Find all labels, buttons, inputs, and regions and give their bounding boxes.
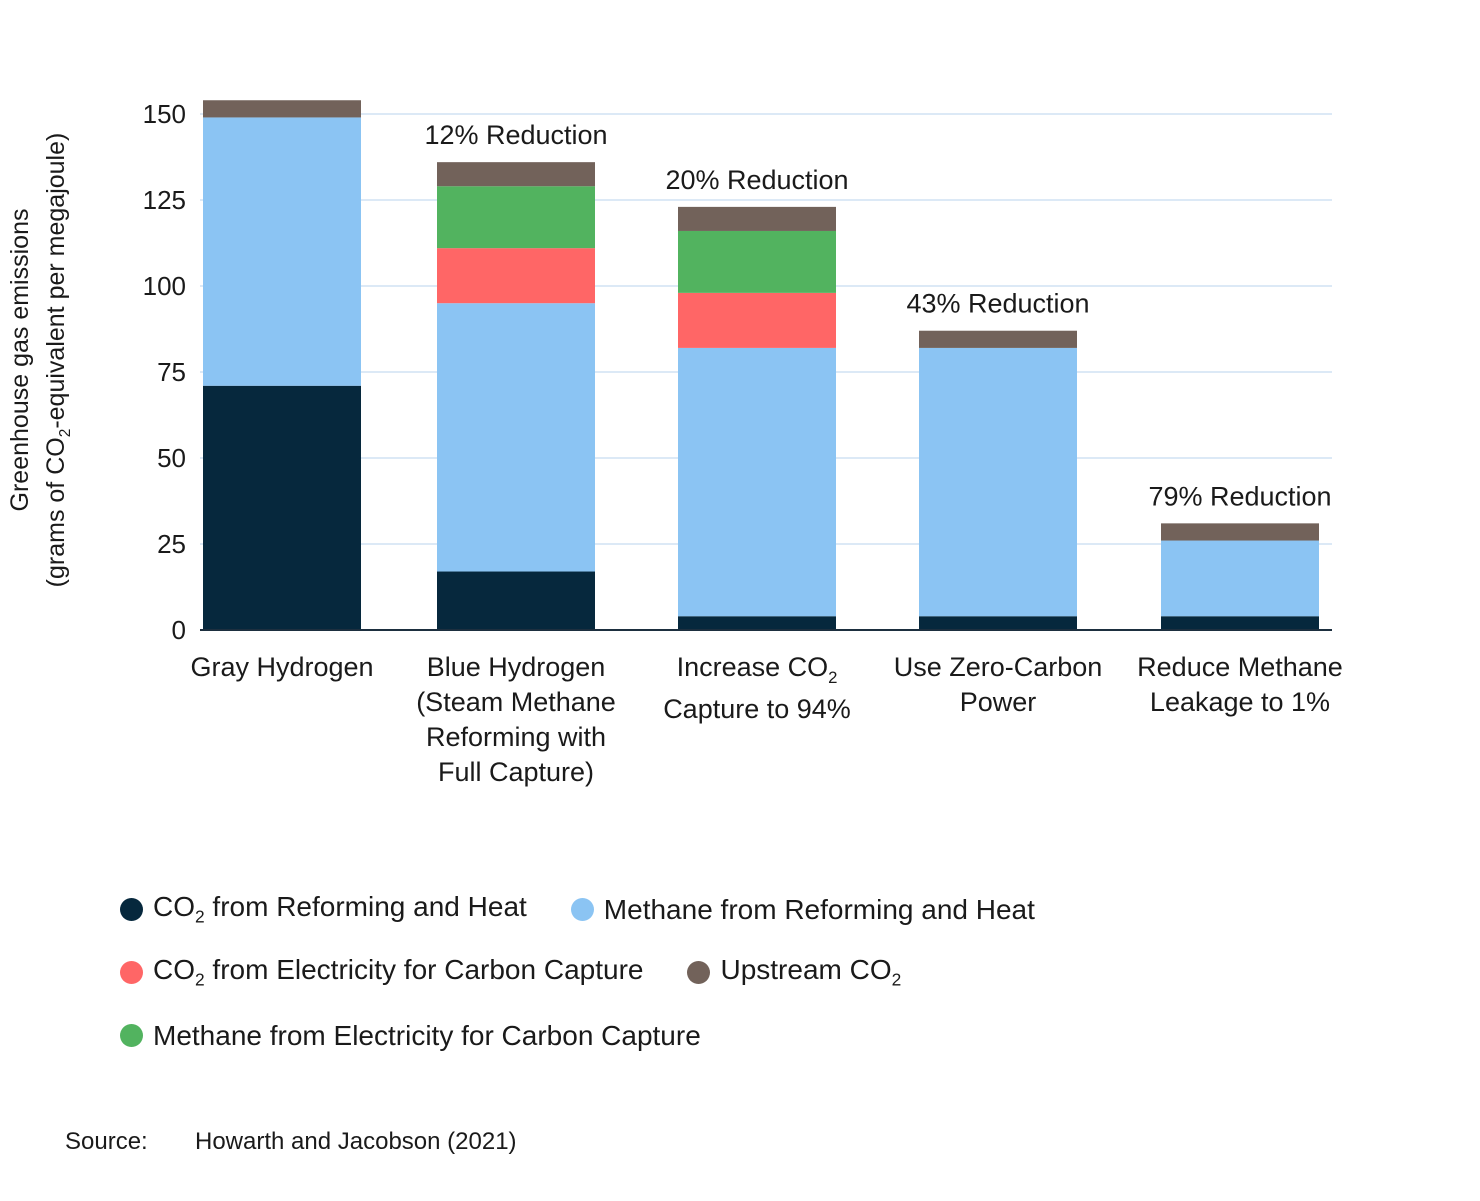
bar-segment-upstream_co2 (1161, 523, 1319, 541)
y-tick-label: 125 (143, 185, 186, 215)
legend-swatch (120, 1024, 143, 1047)
bar-segment-methane_reforming (437, 303, 595, 572)
legend-item-methane-electricity: Methane from Electricity for Carbon Capt… (120, 1020, 701, 1052)
legend-swatch (120, 898, 143, 921)
bar-segment-upstream_co2 (919, 330, 1077, 348)
y-axis-title: Greenhouse gas emissions (grams of CO2-eq… (6, 133, 74, 588)
y-axis-title-line1: Greenhouse gas emissions (6, 209, 34, 512)
bar-segment-methane_reforming (919, 347, 1077, 617)
legend-label: CO2 from Reforming and Heat (153, 891, 527, 927)
legend-item-co2-electricity: CO2 from Electricity for Carbon Capture (120, 954, 643, 991)
bar-segment-co2_reforming (1161, 616, 1319, 630)
legend-item-upstream-co2: Upstream CO2 (687, 954, 901, 991)
legend-swatch (120, 961, 143, 984)
category-label: Increase CO2 Capture to 94% (663, 652, 851, 724)
y-tick-label: 25 (157, 529, 186, 559)
legend-swatch (570, 898, 594, 921)
category-labels: Gray Hydrogen Blue Hydrogen (Steam Methane… (190, 652, 1342, 787)
y-tick-label: 100 (143, 271, 186, 301)
reduction-annotation: 20% Reduction (665, 165, 848, 195)
reduction-annotation: 12% Reduction (424, 120, 607, 150)
legend-item-co2-reforming: CO2 from Reforming and Heat (120, 891, 527, 928)
bar-segment-co2_reforming (203, 385, 361, 630)
bar-segment-co2_electricity (437, 248, 595, 304)
bar-segment-methane_reforming (678, 347, 836, 617)
y-tick-label: 50 (157, 443, 186, 473)
reduction-annotations: 12% Reduction 20% Reduction 43% Reduction 7… (424, 120, 1331, 511)
bar-segment-co2_reforming (678, 616, 836, 630)
source-label: Source: (65, 1128, 148, 1155)
legend-label: CO2 from Electricity for Carbon Capture (153, 954, 644, 990)
legend-label: Methane from Electricity for Carbon Capt… (153, 1019, 701, 1051)
category-label: Use Zero-Carbon Power (894, 652, 1103, 717)
y-tick-label: 150 (143, 99, 186, 129)
source-note: Source: Howarth and Jacobson (2021) (65, 1128, 517, 1156)
legend-label: Methane from Reforming and Heat (603, 893, 1035, 925)
bar-segment-methane_electricity (437, 186, 595, 249)
legend: CO2 from Reforming and Heat Methane from… (120, 878, 1320, 1067)
bar-segment-co2_reforming (437, 571, 595, 630)
y-tick-labels: 0 25 50 75 100 125 150 (143, 99, 186, 645)
legend-item-methane-reforming: Methane from Reforming and Heat (570, 893, 1035, 926)
bar-segment-co2_electricity (678, 292, 836, 348)
bar-segment-methane_reforming (1161, 540, 1319, 617)
bar-segment-upstream_co2 (437, 162, 595, 187)
bar-segment-co2_reforming (919, 616, 1077, 630)
reduction-annotation: 79% Reduction (1148, 481, 1331, 511)
source-text: Howarth and Jacobson (2021) (195, 1128, 517, 1155)
category-label: Blue Hydrogen (Steam Methane Reforming wit… (416, 652, 616, 787)
y-axis-title-line2: (grams of CO2-equivalent per megajoule) (42, 133, 74, 588)
legend-swatch (687, 961, 711, 984)
category-label: Reduce Methane Leakage to 1% (1137, 652, 1343, 717)
bar-segment-upstream_co2 (203, 100, 361, 118)
bar-segment-methane_electricity (678, 230, 836, 293)
bar-segment-methane_reforming (203, 117, 361, 386)
legend-label: Upstream CO2 (720, 954, 902, 990)
y-tick-label: 75 (157, 357, 186, 387)
stacked-bar-chart: 0 25 50 75 100 125 150 Gray Hydrogen Blue Hydro… (6, 99, 1343, 787)
y-tick-label: 0 (172, 615, 186, 645)
bars (203, 100, 1319, 630)
category-label: Gray Hydrogen (190, 652, 373, 682)
reduction-annotation: 43% Reduction (906, 289, 1089, 319)
bar-segment-upstream_co2 (678, 206, 836, 231)
